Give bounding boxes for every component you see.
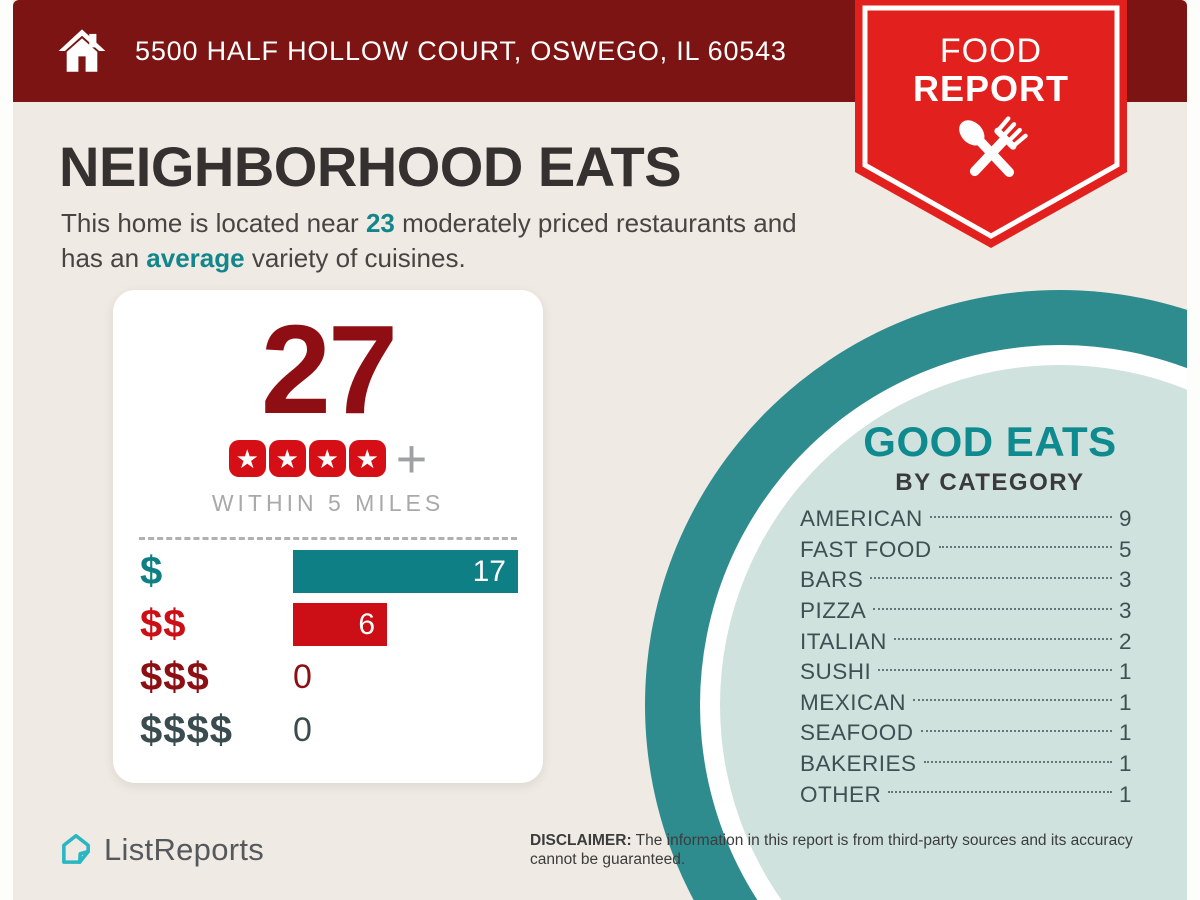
- ribbon-title-line1: FOOD: [939, 32, 1043, 70]
- category-row: OTHER 1: [800, 779, 1132, 810]
- star-icon: ★: [228, 440, 266, 478]
- category-row: SUSHI 1: [800, 657, 1132, 688]
- dotted-leader: [938, 546, 1112, 549]
- food-report-ribbon: FOOD REPORT: [855, 0, 1127, 250]
- subtitle-accent: average: [146, 243, 245, 274]
- price-bar: 6: [293, 603, 387, 646]
- listreports-house-icon: [62, 833, 90, 864]
- dotted-leader: [878, 668, 1112, 671]
- category-count: 1: [1118, 751, 1132, 777]
- infographic-canvas: 5500 HALF HOLLOW COURT, OSWEGO, IL 60543…: [13, 0, 1187, 900]
- disclaimer-text: The information in this report is from t…: [530, 832, 1133, 869]
- category-count: 5: [1118, 536, 1132, 562]
- ribbon-title-line2: REPORT: [912, 68, 1069, 109]
- listreports-logo-text: ListReports: [104, 832, 265, 867]
- category-label: BAKERIES: [800, 751, 917, 777]
- category-label: SEAFOOD: [800, 720, 914, 746]
- ribbon-shape: [855, 0, 1127, 248]
- dotted-leader: [923, 760, 1112, 763]
- category-row: PIZZA 3: [800, 596, 1132, 627]
- category-label: ITALIAN: [800, 628, 887, 654]
- category-row: SEAFOOD 1: [800, 718, 1132, 749]
- category-row: BAKERIES 1: [800, 749, 1132, 780]
- dotted-leader: [929, 515, 1112, 518]
- category-count: 1: [1118, 781, 1132, 807]
- category-count: 1: [1118, 720, 1132, 746]
- dotted-leader: [888, 791, 1112, 794]
- category-count: 1: [1118, 659, 1132, 685]
- subtitle-segment: moderately priced restaurants and has an: [61, 208, 797, 274]
- dotted-leader: [920, 729, 1112, 732]
- category-row: MEXICAN 1: [800, 688, 1132, 719]
- price-bar-row: $$$$ 0: [140, 704, 520, 757]
- category-label: FAST FOOD: [800, 536, 932, 562]
- category-count: 3: [1118, 598, 1132, 624]
- category-count: 1: [1118, 689, 1132, 715]
- star-icon: ★: [268, 440, 306, 478]
- category-row: FAST FOOD 5: [800, 535, 1132, 566]
- summary-card: 27 ★ ★ ★ ★ + WITHIN 5 MILES $17 $$ 6 $$$ 0 $$$$ 0: [113, 290, 543, 783]
- good-eats-subtitle: BY CATEGORY: [895, 469, 1085, 496]
- price-bar-chart: $17 $$ 6 $$$ 0 $$$$ 0: [140, 545, 520, 757]
- category-list: AMERICAN 9 FAST FOOD 5 BARS 3 PIZZA 3 ITALIAN 2 SU…: [800, 504, 1132, 810]
- price-tier-label: $$: [140, 602, 187, 646]
- category-label: AMERICAN: [800, 506, 923, 532]
- price-tier-label: $$$$: [140, 708, 233, 752]
- subtitle-segment: This home is located near: [61, 208, 366, 238]
- plus-icon: +: [395, 428, 428, 489]
- price-bar-row: $17: [140, 545, 520, 598]
- good-eats-title: GOOD EATS: [863, 418, 1117, 465]
- category-label: BARS: [800, 567, 864, 593]
- subtitle-accent: 23: [365, 208, 395, 238]
- category-count: 2: [1118, 628, 1132, 654]
- good-eats-heading: GOOD EATS BY CATEGORY: [790, 418, 1187, 497]
- fork-spoon-icon: [959, 116, 1028, 178]
- category-label: SUSHI: [800, 659, 872, 685]
- star-icon: ★: [308, 440, 346, 478]
- price-tier-label: $: [140, 549, 164, 593]
- price-bar-row: $$$ 0: [140, 651, 520, 704]
- price-bar-zero-value: 0: [293, 658, 312, 696]
- price-bar-zero-value: 0: [293, 711, 312, 749]
- subtitle-text: This home is located near 23 moderately …: [61, 206, 831, 277]
- category-label: MEXICAN: [800, 689, 907, 715]
- price-bar: 17: [293, 550, 518, 593]
- dotted-leader: [893, 638, 1112, 641]
- category-label: OTHER: [800, 781, 882, 807]
- dotted-leader: [913, 699, 1112, 702]
- page-title: NEIGHBORHOOD EATS: [59, 135, 682, 198]
- category-label: PIZZA: [800, 598, 867, 624]
- category-count: 3: [1118, 567, 1132, 593]
- dotted-leader: [870, 576, 1112, 579]
- dashed-divider: [139, 536, 517, 540]
- home-icon: [58, 29, 106, 72]
- star-rating: ★ ★ ★ ★ +: [113, 428, 543, 489]
- subtitle-segment: variety of cuisines.: [244, 243, 466, 274]
- category-row: BARS 3: [800, 565, 1132, 596]
- restaurant-count: 27: [260, 299, 398, 440]
- price-bar-row: $$ 6: [140, 598, 520, 651]
- category-row: AMERICAN 9: [800, 504, 1132, 535]
- category-count: 9: [1118, 506, 1132, 532]
- disclaimer-label: DISCLAIMER:: [530, 832, 632, 849]
- disclaimer: DISCLAIMER: The information in this repo…: [530, 831, 1166, 870]
- category-row: ITALIAN 2: [800, 626, 1132, 657]
- dotted-leader: [873, 607, 1112, 610]
- star-icon: ★: [348, 440, 386, 478]
- price-tier-label: $$$: [140, 655, 210, 699]
- within-miles-label: WITHIN 5 MILES: [211, 489, 445, 516]
- property-address: 5500 HALF HOLLOW COURT, OSWEGO, IL 60543: [135, 35, 787, 66]
- listreports-logo: ListReports: [57, 831, 264, 869]
